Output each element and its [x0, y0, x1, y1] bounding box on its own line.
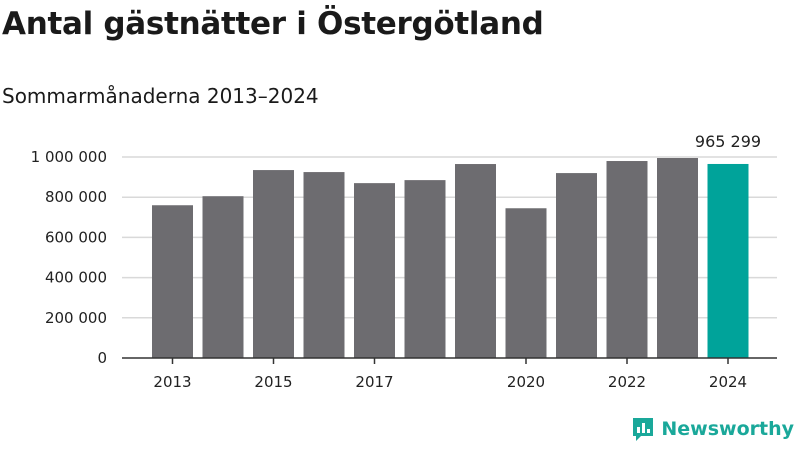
newsworthy-logo: Newsworthy [631, 416, 794, 442]
x-tick-label: 2024 [709, 373, 747, 391]
x-tick-label: 2022 [608, 373, 646, 391]
bars [152, 158, 749, 358]
bar-2015 [253, 170, 294, 358]
x-tick-label: 2015 [254, 373, 292, 391]
bar-2017 [354, 183, 395, 358]
bar-2024 [707, 163, 749, 358]
bar-2019 [455, 164, 496, 358]
bar-2016 [303, 172, 345, 358]
axes: 0 200 000 400 000 600 000 800 000 1 000 000 20… [31, 148, 777, 391]
x-tick-label: 2020 [507, 373, 545, 391]
y-tick-label: 200 000 [45, 309, 107, 327]
y-tick-label: 600 000 [45, 228, 107, 246]
bar-2022 [606, 161, 648, 358]
y-tick-label: 400 000 [45, 269, 107, 287]
newsworthy-icon [633, 418, 654, 441]
labels: 965 299 [695, 132, 761, 151]
data-label: 965 299 [695, 132, 761, 151]
y-tick-label: 800 000 [45, 188, 107, 206]
chart-subtitle: Sommarmånaderna 2013–2024 [2, 84, 319, 108]
bar-2013 [152, 205, 193, 358]
brand-name: Newsworthy [661, 418, 794, 440]
bar-2020 [505, 208, 547, 358]
bar-2018 [404, 180, 446, 358]
y-tick-label: 1 000 000 [31, 148, 107, 166]
x-tick-label: 2017 [355, 373, 393, 391]
bar-2023 [657, 158, 698, 358]
chart-title: Antal gästnätter i Östergötland [2, 6, 544, 42]
x-tick-label: 2013 [153, 373, 191, 391]
y-tick-label: 0 [97, 349, 107, 367]
bar-2021 [556, 173, 597, 358]
bar-2014 [202, 196, 244, 358]
